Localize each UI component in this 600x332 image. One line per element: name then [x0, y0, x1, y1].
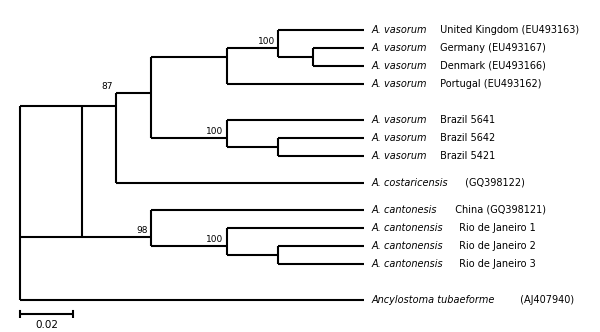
Text: A. vasorum: A. vasorum: [371, 151, 427, 161]
Text: Rio de Janeiro 1: Rio de Janeiro 1: [456, 223, 536, 233]
Text: A. vasorum: A. vasorum: [371, 115, 427, 125]
Text: 100: 100: [257, 37, 275, 46]
Text: Rio de Janeiro 2: Rio de Janeiro 2: [456, 241, 536, 251]
Text: Denmark (EU493166): Denmark (EU493166): [437, 61, 546, 71]
Text: A. vasorum: A. vasorum: [371, 43, 427, 53]
Text: Germany (EU493167): Germany (EU493167): [437, 43, 546, 53]
Text: A. cantonesis: A. cantonesis: [371, 205, 437, 215]
Text: (AJ407940): (AJ407940): [517, 295, 574, 305]
Text: A. cantonensis: A. cantonensis: [371, 223, 443, 233]
Text: A. costaricensis: A. costaricensis: [371, 178, 448, 188]
Text: 100: 100: [206, 235, 223, 244]
Text: (GQ398122): (GQ398122): [462, 178, 525, 188]
Text: Rio de Janeiro 3: Rio de Janeiro 3: [456, 259, 536, 269]
Text: China (GQ398121): China (GQ398121): [449, 205, 546, 215]
Text: 0.02: 0.02: [35, 320, 58, 330]
Text: A. cantonensis: A. cantonensis: [371, 241, 443, 251]
Text: United Kingdom (EU493163): United Kingdom (EU493163): [437, 25, 579, 35]
Text: Brazil 5642: Brazil 5642: [437, 133, 495, 143]
Text: 87: 87: [101, 82, 113, 91]
Text: A. vasorum: A. vasorum: [371, 25, 427, 35]
Text: A. vasorum: A. vasorum: [371, 79, 427, 89]
Text: 100: 100: [206, 127, 223, 136]
Text: A. cantonensis: A. cantonensis: [371, 259, 443, 269]
Text: A. vasorum: A. vasorum: [371, 61, 427, 71]
Text: A. vasorum: A. vasorum: [371, 133, 427, 143]
Text: Ancylostoma tubaeforme: Ancylostoma tubaeforme: [371, 295, 494, 305]
Text: 98: 98: [136, 226, 148, 235]
Text: Portugal (EU493162): Portugal (EU493162): [437, 79, 541, 89]
Text: Brazil 5421: Brazil 5421: [437, 151, 495, 161]
Text: Brazil 5641: Brazil 5641: [437, 115, 495, 125]
